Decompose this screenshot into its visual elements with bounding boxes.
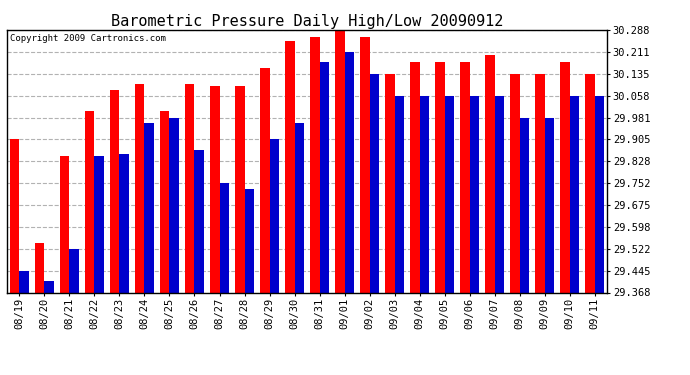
- Bar: [595, 96, 604, 292]
- Bar: [285, 41, 295, 292]
- Bar: [420, 96, 429, 292]
- Bar: [85, 111, 95, 292]
- Bar: [70, 249, 79, 292]
- Bar: [344, 52, 354, 292]
- Bar: [160, 111, 170, 292]
- Bar: [460, 62, 470, 292]
- Bar: [410, 62, 420, 292]
- Bar: [44, 280, 54, 292]
- Bar: [585, 74, 595, 292]
- Bar: [360, 38, 370, 292]
- Bar: [510, 74, 520, 292]
- Bar: [35, 243, 44, 292]
- Bar: [195, 150, 204, 292]
- Bar: [310, 38, 319, 292]
- Bar: [144, 123, 154, 292]
- Bar: [219, 183, 229, 292]
- Text: Copyright 2009 Cartronics.com: Copyright 2009 Cartronics.com: [10, 34, 166, 43]
- Bar: [185, 84, 195, 292]
- Bar: [435, 62, 444, 292]
- Bar: [110, 90, 119, 292]
- Bar: [95, 156, 104, 292]
- Bar: [270, 139, 279, 292]
- Bar: [570, 96, 579, 292]
- Bar: [119, 153, 129, 292]
- Bar: [19, 270, 29, 292]
- Bar: [244, 189, 254, 292]
- Bar: [370, 74, 379, 292]
- Bar: [260, 68, 270, 292]
- Bar: [560, 62, 570, 292]
- Bar: [395, 96, 404, 292]
- Bar: [485, 55, 495, 292]
- Title: Barometric Pressure Daily High/Low 20090912: Barometric Pressure Daily High/Low 20090…: [111, 14, 503, 29]
- Bar: [335, 30, 344, 292]
- Bar: [535, 74, 544, 292]
- Bar: [210, 87, 219, 292]
- Bar: [319, 62, 329, 292]
- Bar: [235, 87, 244, 292]
- Bar: [544, 118, 554, 292]
- Bar: [470, 96, 479, 292]
- Bar: [385, 74, 395, 292]
- Bar: [10, 139, 19, 292]
- Bar: [444, 96, 454, 292]
- Bar: [170, 118, 179, 292]
- Bar: [295, 123, 304, 292]
- Bar: [60, 156, 70, 292]
- Bar: [495, 96, 504, 292]
- Bar: [135, 84, 144, 292]
- Bar: [520, 118, 529, 292]
